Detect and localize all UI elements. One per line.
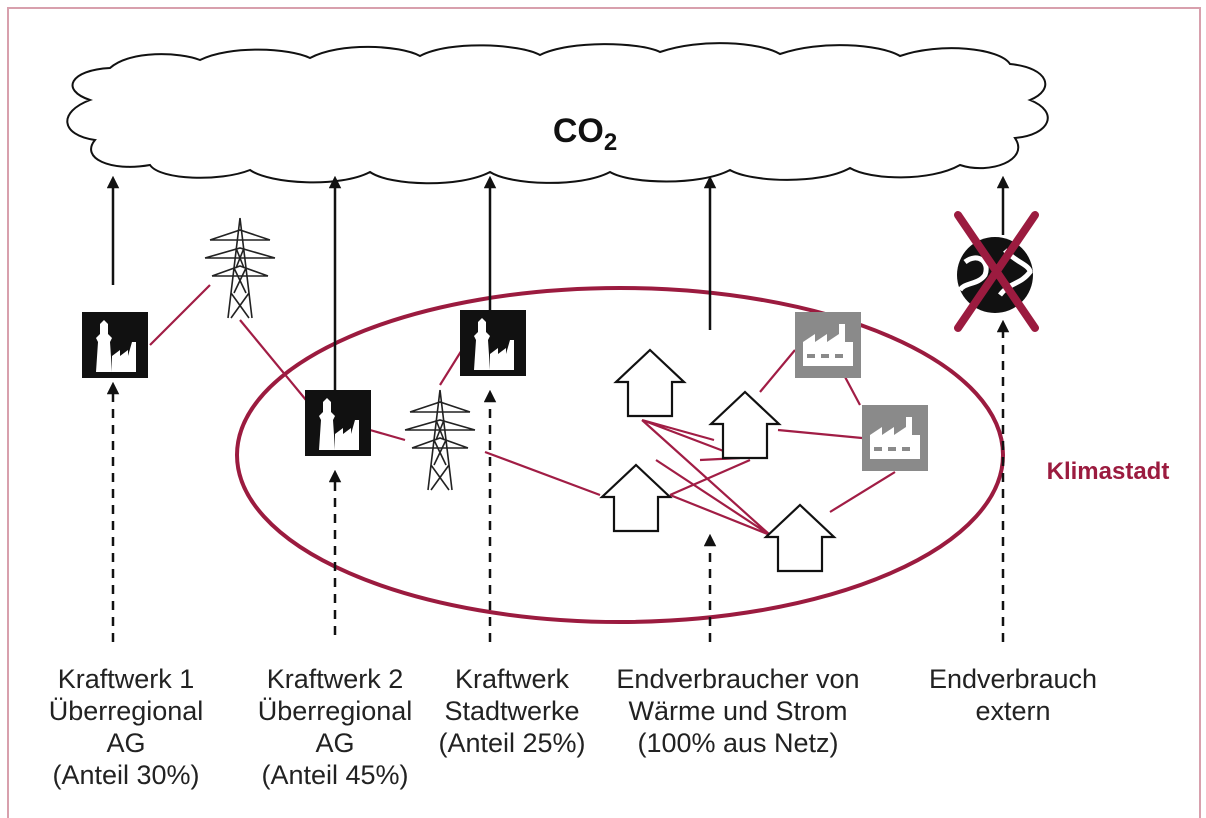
label-line: (Anteil 25%) [438,728,585,758]
region-label: Klimastadt [1047,458,1170,485]
label-line: Endverbraucher von [616,664,859,694]
house-icon [614,348,686,418]
power-plant-icon [305,390,371,456]
column-label: Kraftwerk Stadtwerke (Anteil 25%) [438,664,585,758]
column-label: Endverbraucher von Wärme und Strom (100% a… [616,664,859,758]
frame [7,7,1201,818]
co-text: CO [553,112,604,150]
label-line: Kraftwerk 1 [58,664,195,694]
region-ellipse [235,286,1005,624]
label-line: Endverbrauch [929,664,1097,694]
factory-icon [795,312,861,378]
factory-icon [862,405,928,471]
column-label: Endverbrauch extern [929,664,1097,726]
power-plant-icon [82,312,148,378]
house-icon [764,503,836,573]
house-icon [600,463,672,533]
power-plant-icon [460,310,526,376]
co-subscript: 2 [604,129,617,156]
pylon-icon [204,217,276,319]
label-line: (100% aus Netz) [637,728,838,758]
cloud-label: CO2 [553,112,617,156]
connections [149,284,896,537]
pylon-icon [404,389,476,491]
label-line: extern [975,696,1050,726]
label-line: AG [315,728,354,758]
label-line: (Anteil 30%) [52,760,199,790]
solid-arrows [106,175,1010,390]
house-icon [709,390,781,460]
label-line: Wärme und Strom [628,696,847,726]
column-label: Kraftwerk 1 Überregional AG (Anteil 30%) [49,664,204,790]
label-line: AG [106,728,145,758]
label-line: Überregional [258,696,413,726]
label-line: Kraftwerk 2 [267,664,404,694]
label-line: Stadtwerke [444,696,579,726]
external-globe [954,211,1039,332]
label-line: (Anteil 45%) [261,760,408,790]
column-label: Kraftwerk 2 Überregional AG (Anteil 45%) [258,664,413,790]
label-line: Kraftwerk [455,664,570,694]
label-line: Überregional [49,696,204,726]
dashed-arrows [106,319,1010,642]
